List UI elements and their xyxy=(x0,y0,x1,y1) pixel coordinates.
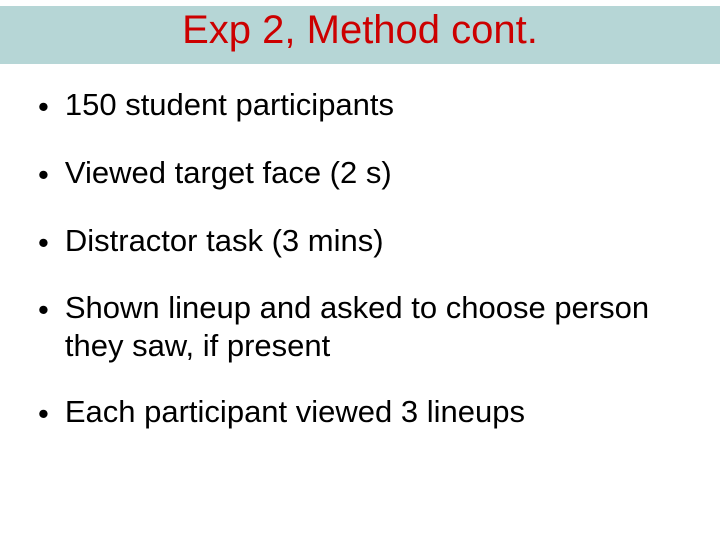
bullet-icon: • xyxy=(38,224,49,262)
bullet-text: 150 student participants xyxy=(65,86,682,124)
bullet-icon: • xyxy=(38,395,49,433)
list-item: • Distractor task (3 mins) xyxy=(38,222,682,262)
bullet-icon: • xyxy=(38,291,49,329)
list-item: • Viewed target face (2 s) xyxy=(38,154,682,194)
bullet-icon: • xyxy=(38,156,49,194)
slide-body: • 150 student participants • Viewed targ… xyxy=(38,86,682,461)
slide: Exp 2, Method cont. • 150 student partic… xyxy=(0,0,720,540)
bullet-text: Shown lineup and asked to choose person … xyxy=(65,289,682,365)
bullet-text: Each participant viewed 3 lineups xyxy=(65,393,682,431)
list-item: • Each participant viewed 3 lineups xyxy=(38,393,682,433)
bullet-icon: • xyxy=(38,88,49,126)
list-item: • Shown lineup and asked to choose perso… xyxy=(38,289,682,365)
slide-title: Exp 2, Method cont. xyxy=(0,8,720,52)
bullet-text: Viewed target face (2 s) xyxy=(65,154,682,192)
list-item: • 150 student participants xyxy=(38,86,682,126)
bullet-text: Distractor task (3 mins) xyxy=(65,222,682,260)
